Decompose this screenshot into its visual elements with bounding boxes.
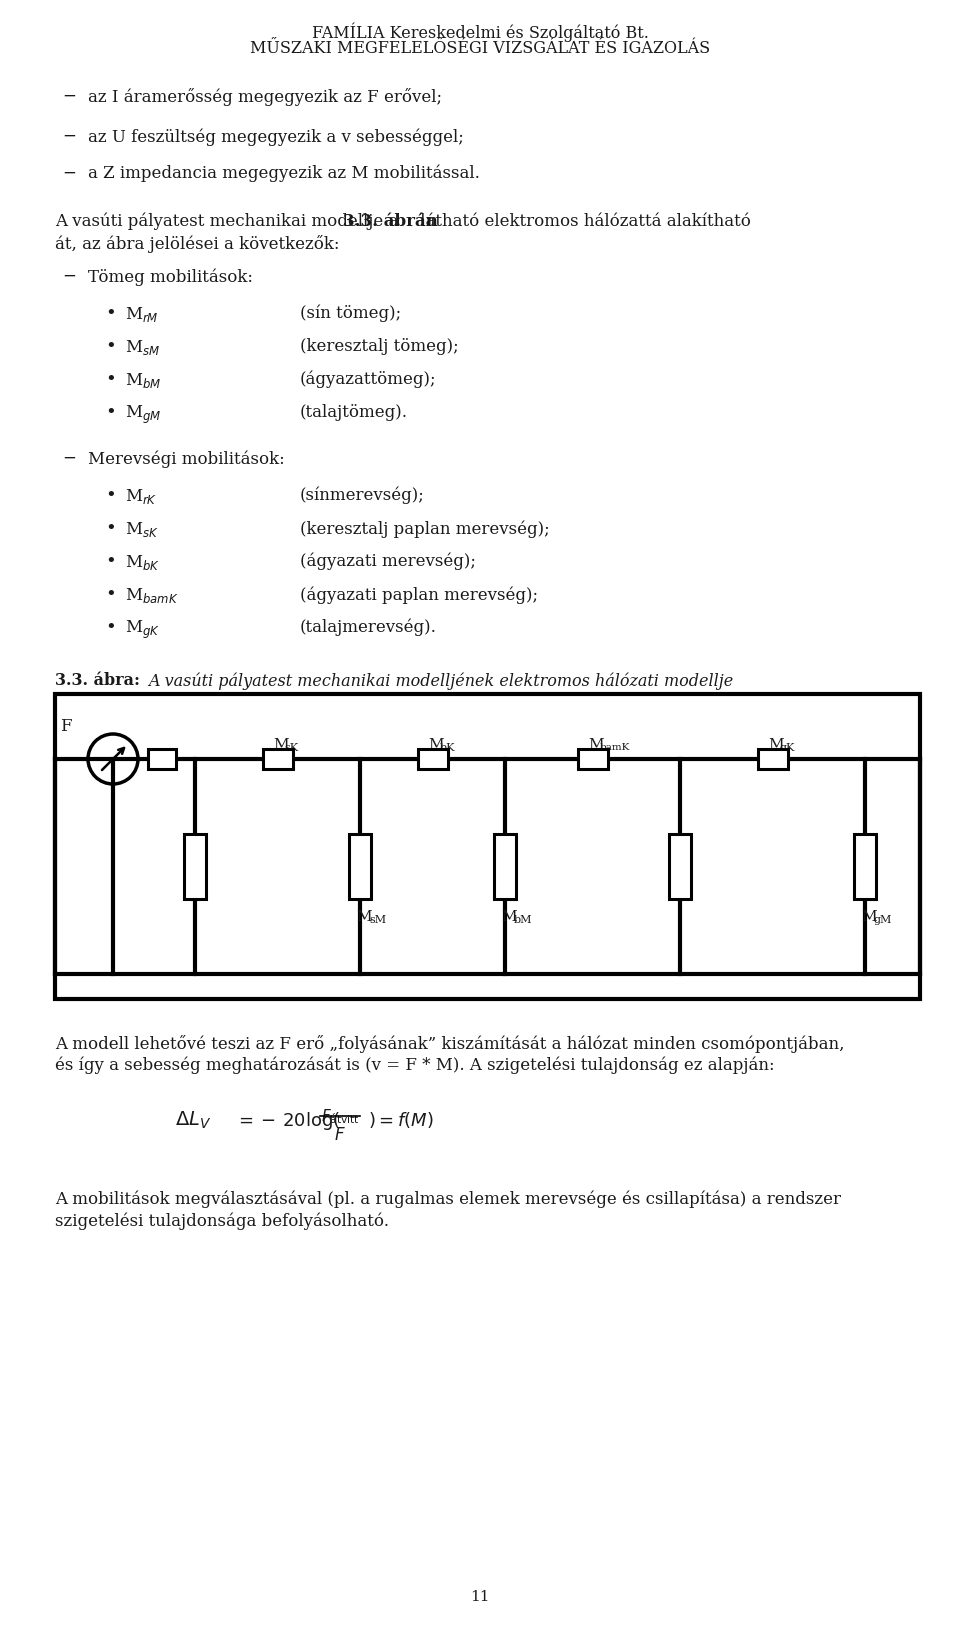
Text: M: M <box>274 737 289 751</box>
Text: sM: sM <box>369 914 386 924</box>
Text: bK: bK <box>440 743 455 753</box>
Text: bamK: bamK <box>599 743 630 751</box>
Text: −: − <box>62 165 76 183</box>
Text: (sínmerevség);: (sínmerevség); <box>300 487 424 504</box>
Text: •: • <box>105 520 116 538</box>
Text: (ágyazati merevség);: (ágyazati merevség); <box>300 553 476 570</box>
Text: 3.3. ábra:: 3.3. ábra: <box>55 672 140 688</box>
Bar <box>184 835 206 900</box>
Bar <box>418 750 447 769</box>
Text: és így a sebesség meghatározását is (v = F * M). A szigetelési tulajdonság ez al: és így a sebesség meghatározását is (v =… <box>55 1056 775 1074</box>
Bar <box>494 835 516 900</box>
Text: M$_{{gK}}$: M$_{{gK}}$ <box>125 619 160 641</box>
Bar <box>55 694 920 999</box>
Text: A vasúti pályatest mechanikai modellje a: A vasúti pályatest mechanikai modellje a <box>55 214 403 230</box>
Text: szigetelési tulajdonsága befolyásolható.: szigetelési tulajdonsága befolyásolható. <box>55 1211 389 1229</box>
Text: (ágyazati paplan merevség);: (ágyazati paplan merevség); <box>300 585 538 603</box>
Text: •: • <box>105 305 116 323</box>
Text: sK: sK <box>284 743 299 753</box>
Text: M: M <box>428 737 444 751</box>
Text: •: • <box>105 404 116 422</box>
Bar <box>148 750 176 769</box>
Text: M: M <box>588 737 604 751</box>
Text: M$_{{sM}}$: M$_{{sM}}$ <box>125 337 160 357</box>
Bar <box>669 835 691 900</box>
Text: M$_{{gM}}$: M$_{{gM}}$ <box>125 404 161 425</box>
Text: M: M <box>769 737 784 751</box>
Text: M$_{{bK}}$: M$_{{bK}}$ <box>125 553 160 572</box>
Text: M$_{{sK}}$: M$_{{sK}}$ <box>125 520 158 538</box>
Text: (keresztalj tömeg);: (keresztalj tömeg); <box>300 337 459 355</box>
Text: A modell lehetővé teszi az F erő „folyásának” kiszámítását a hálózat minden csom: A modell lehetővé teszi az F erő „folyás… <box>55 1035 845 1053</box>
Text: −: − <box>62 88 76 104</box>
Text: −: − <box>62 127 76 145</box>
Text: F: F <box>60 717 72 735</box>
Text: a Z impedancia megegyezik az M mobilitással.: a Z impedancia megegyezik az M mobilitás… <box>88 165 480 183</box>
Text: (talajmerevség).: (talajmerevség). <box>300 619 437 636</box>
Text: Merevségi mobilitások:: Merevségi mobilitások: <box>88 450 285 468</box>
Text: 3.3. ábrán: 3.3. ábrán <box>343 214 438 230</box>
Text: •: • <box>105 585 116 603</box>
Bar <box>854 835 876 900</box>
Text: •: • <box>105 487 116 505</box>
Text: •: • <box>105 553 116 570</box>
Text: az I áramerősség megegyezik az F erővel;: az I áramerősség megegyezik az F erővel; <box>88 88 442 106</box>
Bar <box>349 835 371 900</box>
Text: $F$: $F$ <box>334 1126 346 1143</box>
Text: $) = f(M)$: $) = f(M)$ <box>368 1110 434 1130</box>
Text: •: • <box>105 337 116 355</box>
Text: (sín tömeg);: (sín tömeg); <box>300 305 401 323</box>
Text: −: − <box>62 267 76 285</box>
Text: (keresztalj paplan merevség);: (keresztalj paplan merevség); <box>300 520 550 538</box>
Text: (talajtömeg).: (talajtömeg). <box>300 404 408 421</box>
Text: M: M <box>501 910 516 924</box>
Text: •: • <box>105 619 116 637</box>
Bar <box>757 750 787 769</box>
Text: •: • <box>105 370 116 390</box>
Text: A mobilitások megválasztásával (pl. a rugalmas elemek merevsége és csillapítása): A mobilitások megválasztásával (pl. a ru… <box>55 1190 841 1206</box>
Text: az U feszültség megegyezik a v sebességgel;: az U feszültség megegyezik a v sebességg… <box>88 127 464 145</box>
Text: (ágyazattömeg);: (ágyazattömeg); <box>300 370 437 388</box>
Text: Tömeg mobilitások:: Tömeg mobilitások: <box>88 267 253 285</box>
Text: át, az ábra jelölései a következők:: át, az ábra jelölései a következők: <box>55 235 340 253</box>
Text: M$_{{bamK}}$: M$_{{bamK}}$ <box>125 585 179 605</box>
Text: $\Delta L_{V}$: $\Delta L_{V}$ <box>175 1110 211 1131</box>
Text: gK: gK <box>780 743 795 753</box>
Text: M$_{{rM}}$: M$_{{rM}}$ <box>125 305 158 324</box>
Text: MŰSZAKI MEGFELELŐSÉGI VIZSGÁLAT ÉS IGAZOLÁS: MŰSZAKI MEGFELELŐSÉGI VIZSGÁLAT ÉS IGAZO… <box>250 41 710 57</box>
Text: $F_{\mathrm{\acute{a}tvitt}}$: $F_{\mathrm{\acute{a}tvitt}}$ <box>321 1107 359 1125</box>
Text: látható elektromos hálózattá alakítható: látható elektromos hálózattá alakítható <box>415 214 751 230</box>
Text: −: − <box>62 450 76 466</box>
Text: gM: gM <box>874 914 893 924</box>
Text: 11: 11 <box>470 1589 490 1602</box>
Text: M$_{{bM}}$: M$_{{bM}}$ <box>125 370 161 390</box>
Text: M: M <box>356 910 372 924</box>
Text: $= -\,20\mathrm{log}($: $= -\,20\mathrm{log}($ <box>235 1110 340 1131</box>
Text: M: M <box>861 910 876 924</box>
Text: bM: bM <box>514 914 533 924</box>
Text: M$_{{rK}}$: M$_{{rK}}$ <box>125 487 157 505</box>
Text: A vasúti pályatest mechanikai modelljének elektromos hálózati modellje: A vasúti pályatest mechanikai modelljéne… <box>148 672 733 689</box>
Bar <box>578 750 608 769</box>
Text: FAMÍLIA Kereskedelmi és Szolgáltató Bt.: FAMÍLIA Kereskedelmi és Szolgáltató Bt. <box>312 21 648 41</box>
Bar <box>262 750 293 769</box>
